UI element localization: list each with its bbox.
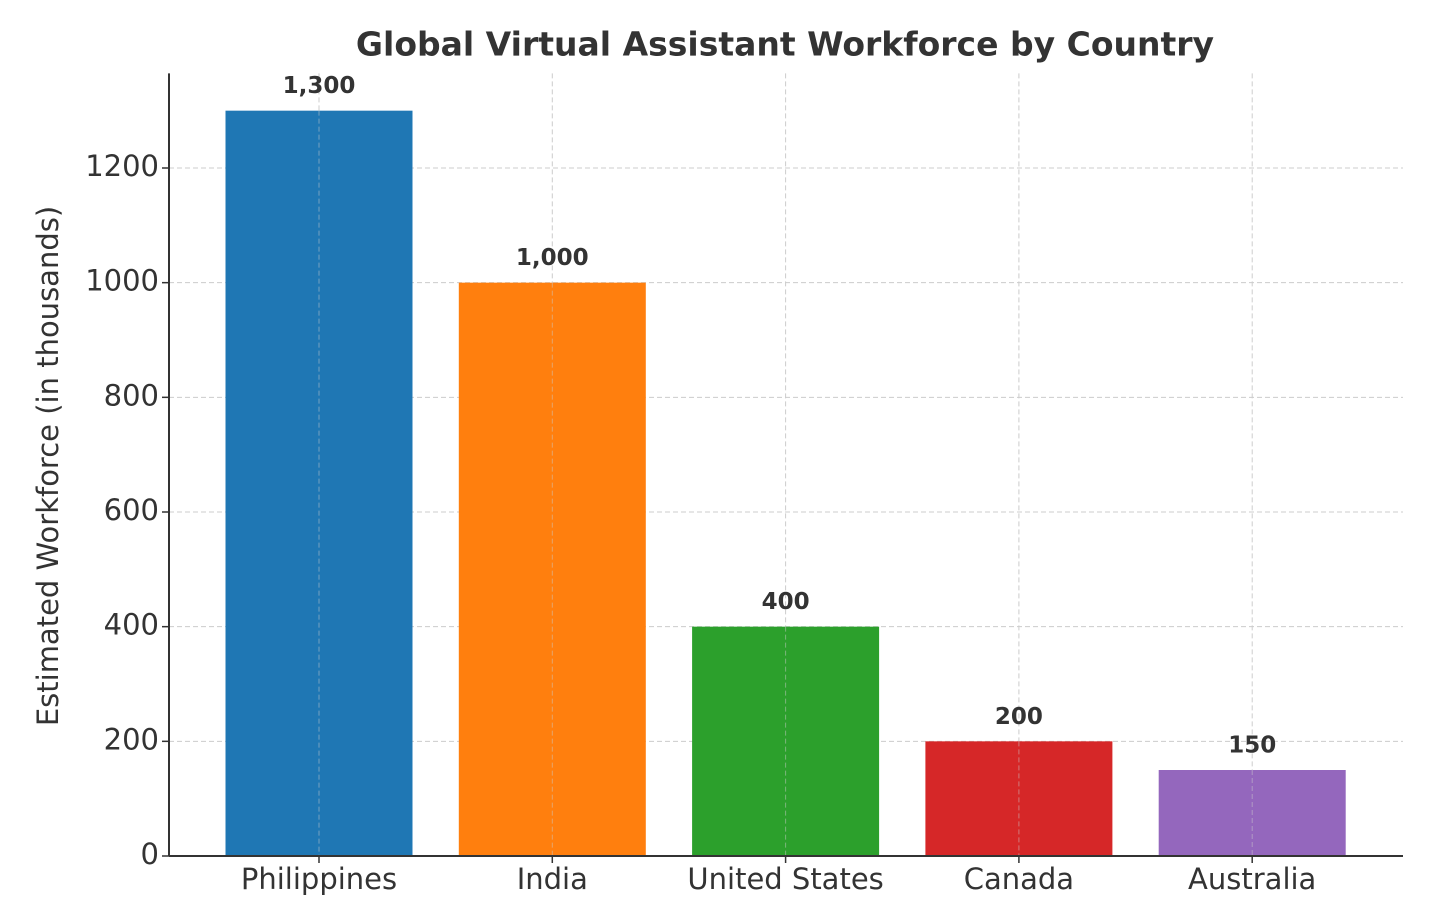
- y-tick-label: 1000: [85, 264, 159, 298]
- x-tick-label: Australia: [1188, 862, 1316, 896]
- x-tick-label: United States: [687, 862, 883, 896]
- bars: [225, 110, 1346, 857]
- value-label: 1,000: [516, 245, 589, 271]
- y-tick-label: 1200: [85, 149, 159, 183]
- x-tick-label: India: [517, 862, 588, 896]
- y-tick-label: 400: [104, 608, 159, 642]
- x-tick-label: Philippines: [241, 862, 397, 896]
- y-tick-label: 200: [104, 722, 159, 756]
- chart-title: Global Virtual Assistant Workforce by Co…: [356, 25, 1214, 64]
- y-tick-label: 800: [104, 378, 159, 412]
- labels: 0 200 400 600 800 1000 1200 Philippines 1,300 Ind…: [85, 73, 1403, 896]
- value-label: 200: [995, 704, 1043, 730]
- y-tick-label: 0: [141, 837, 159, 871]
- value-label: 1,300: [283, 73, 356, 99]
- value-label: 150: [1228, 733, 1276, 759]
- bar: [458, 282, 646, 857]
- x-tick-label: Canada: [964, 862, 1074, 896]
- y-tick-label: 600: [104, 493, 159, 527]
- y-axis-label: Estimated Workforce (in thousands): [31, 206, 65, 726]
- value-label: 400: [762, 589, 810, 615]
